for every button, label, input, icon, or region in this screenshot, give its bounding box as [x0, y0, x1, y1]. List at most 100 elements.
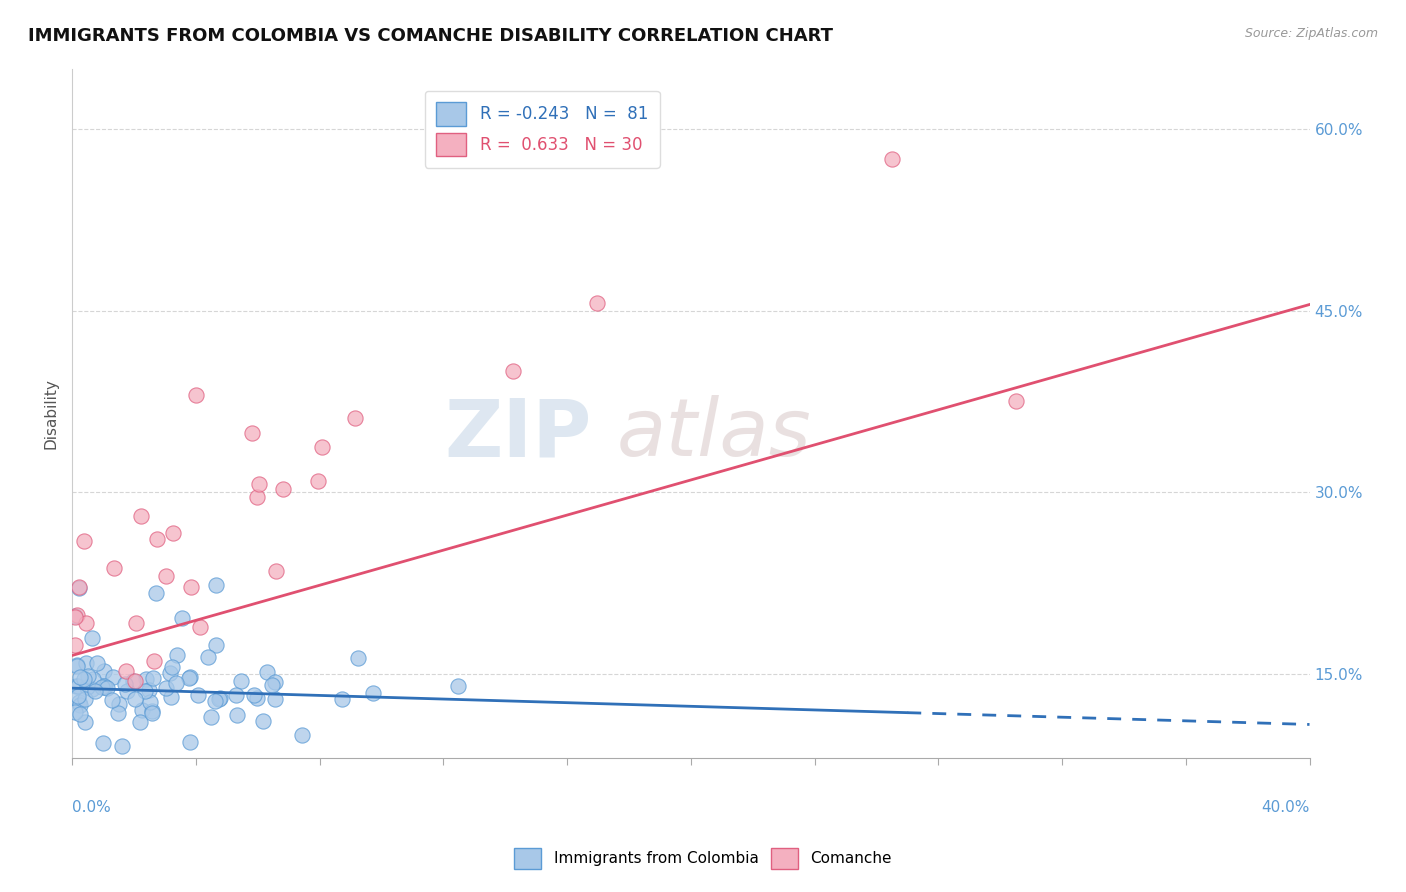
Point	[63, 639, 86, 653]
Point	[82, 632, 104, 646]
Point	[256, 665, 278, 679]
Point	[447, 679, 470, 693]
Point	[187, 688, 209, 702]
Point	[111, 739, 134, 754]
Point	[114, 676, 136, 690]
Point	[264, 675, 287, 690]
Point	[66, 659, 89, 673]
Point	[66, 679, 89, 693]
Point	[179, 670, 201, 684]
Point	[73, 673, 96, 687]
Point	[344, 411, 367, 425]
Point	[246, 490, 269, 504]
Text: IMMIGRANTS FROM COLOMBIA VS COMANCHE DISABILITY CORRELATION CHART: IMMIGRANTS FROM COLOMBIA VS COMANCHE DIS…	[28, 27, 834, 45]
Point	[66, 658, 89, 673]
Point	[180, 581, 202, 595]
Point	[139, 695, 162, 709]
Point	[162, 525, 184, 540]
Point	[134, 684, 156, 698]
Point	[145, 586, 167, 600]
Point	[91, 736, 114, 750]
Point	[69, 670, 91, 684]
Point	[77, 669, 100, 683]
Point	[129, 714, 152, 729]
Point	[179, 735, 201, 749]
Point	[66, 607, 89, 622]
Point	[101, 669, 124, 683]
Point	[170, 611, 193, 625]
Point	[138, 682, 160, 697]
Point	[115, 683, 138, 698]
Point	[84, 683, 107, 698]
Point	[586, 296, 609, 310]
Point	[200, 710, 222, 724]
Legend: R = -0.243   N =  81, R =  0.633   N = 30: R = -0.243 N = 81, R = 0.633 N = 30	[425, 91, 659, 168]
Text: 40.0%: 40.0%	[1261, 800, 1309, 814]
Point	[124, 674, 146, 689]
Point	[266, 564, 288, 578]
Point	[131, 703, 153, 717]
Point	[82, 673, 104, 687]
Point	[184, 388, 207, 402]
Point	[142, 654, 165, 668]
Point	[103, 561, 125, 575]
Point	[75, 692, 97, 706]
Point	[142, 671, 165, 685]
Point	[67, 581, 90, 595]
Point	[252, 714, 274, 729]
Point	[209, 690, 232, 705]
Point	[226, 707, 249, 722]
Point	[63, 608, 86, 623]
Point	[114, 664, 136, 678]
Point	[197, 649, 219, 664]
Point	[135, 672, 157, 686]
Point	[80, 681, 103, 696]
Point	[361, 686, 384, 700]
Point	[204, 578, 226, 592]
Text: atlas: atlas	[616, 395, 811, 473]
Point	[204, 693, 226, 707]
Point	[264, 691, 287, 706]
Point	[273, 482, 295, 496]
Point	[502, 364, 524, 378]
Point	[67, 695, 90, 709]
Point	[160, 660, 183, 674]
Point	[311, 440, 333, 454]
Point	[101, 693, 124, 707]
Point	[125, 615, 148, 630]
Point	[146, 532, 169, 546]
Point	[63, 610, 86, 624]
Point	[155, 681, 177, 696]
Point	[229, 673, 252, 688]
Point	[205, 638, 228, 652]
Point	[260, 678, 283, 692]
Point	[75, 656, 97, 670]
Point	[65, 679, 87, 693]
Point	[108, 698, 131, 712]
Point	[73, 715, 96, 730]
Legend: Immigrants from Colombia, Comanche: Immigrants from Colombia, Comanche	[508, 841, 898, 875]
Point	[159, 665, 181, 680]
Point	[124, 692, 146, 706]
Point	[246, 691, 269, 706]
Point	[141, 704, 163, 718]
Point	[96, 681, 118, 696]
Text: Source: ZipAtlas.com: Source: ZipAtlas.com	[1244, 27, 1378, 40]
Point	[177, 671, 200, 685]
Point	[880, 153, 903, 167]
Point	[69, 707, 91, 722]
Point	[160, 690, 183, 704]
Point	[107, 706, 129, 721]
Point	[76, 680, 98, 694]
Text: 0.0%: 0.0%	[72, 800, 111, 814]
Point	[242, 688, 264, 702]
Point	[131, 509, 153, 524]
Point	[90, 680, 112, 694]
Point	[69, 698, 91, 712]
Point	[240, 426, 263, 441]
Point	[141, 706, 163, 720]
Point	[67, 690, 90, 704]
Point	[63, 705, 86, 719]
Point	[332, 691, 354, 706]
Point	[155, 569, 177, 583]
